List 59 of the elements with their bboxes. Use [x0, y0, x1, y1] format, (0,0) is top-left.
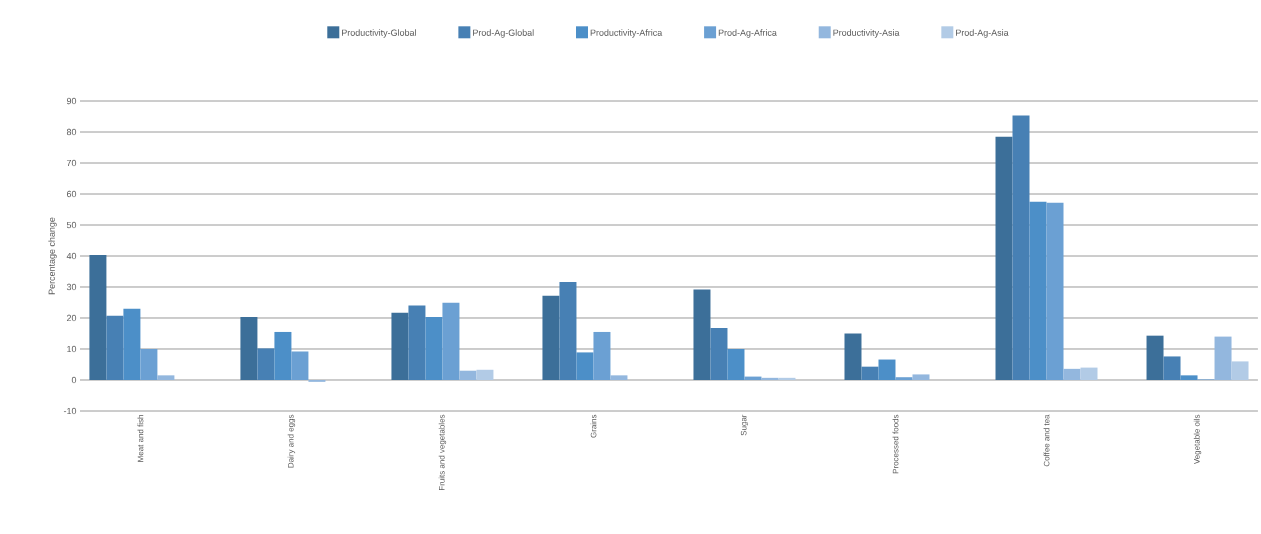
- bar: [89, 255, 107, 380]
- y-tick-label: 30: [66, 283, 77, 291]
- bar: [576, 352, 594, 380]
- bar: [240, 317, 258, 380]
- bar: [140, 349, 158, 380]
- bar: [861, 366, 879, 380]
- y-tick-label: 60: [66, 190, 77, 198]
- bar: [778, 377, 796, 380]
- bar: [1214, 336, 1232, 380]
- bar: [844, 333, 862, 380]
- bar: [1029, 201, 1047, 380]
- legend-label: Prod-Ag-Global: [473, 29, 534, 38]
- bar: [476, 369, 494, 380]
- bar: [274, 331, 292, 380]
- bar: [895, 377, 913, 380]
- bar: [710, 327, 728, 380]
- bar: [157, 375, 175, 380]
- bar: [912, 374, 930, 380]
- bar: [257, 348, 275, 380]
- bar: [425, 317, 443, 380]
- bar: [1063, 368, 1081, 380]
- bar: [542, 295, 560, 380]
- bar: [1163, 356, 1181, 380]
- legend-label: Productivity-Asia: [833, 29, 900, 38]
- y-tick-label: 40: [66, 252, 77, 260]
- y-tick-label: 0: [71, 376, 77, 384]
- bar: [1146, 335, 1164, 380]
- bar: [1231, 361, 1249, 380]
- bar: [123, 308, 141, 380]
- bar: [408, 305, 426, 380]
- bar: [761, 377, 779, 380]
- bar: [727, 349, 745, 380]
- y-axis-title: Percentage change: [48, 217, 57, 295]
- bar: [693, 289, 711, 380]
- y-tick-label: 70: [66, 159, 77, 167]
- bar: [391, 312, 409, 380]
- bar: [593, 331, 611, 380]
- legend-label: Prod-Ag-Africa: [718, 29, 777, 38]
- bar: [878, 359, 896, 380]
- bar: [291, 351, 309, 380]
- bar: [1046, 202, 1064, 380]
- bar: [995, 136, 1013, 380]
- bar: [442, 302, 460, 380]
- y-tick-label: 10: [67, 345, 77, 353]
- y-tick-label: 20: [66, 314, 77, 322]
- bar: [1180, 375, 1198, 380]
- y-tick-label: 80: [66, 128, 77, 136]
- bar: [1012, 115, 1030, 380]
- bar: [559, 282, 577, 380]
- legend-label: Prod-Ag-Asia: [956, 29, 1009, 38]
- bar: [106, 315, 124, 380]
- bar: [1080, 367, 1098, 380]
- y-tick-label: -10: [63, 407, 77, 415]
- y-tick-label: 90: [66, 97, 77, 105]
- legend-label: Productivity-Global: [342, 29, 416, 38]
- bar: [459, 370, 477, 380]
- y-tick-label: 50: [66, 221, 77, 229]
- bar: [610, 375, 628, 380]
- legend-label: Productivity-Africa: [590, 29, 663, 38]
